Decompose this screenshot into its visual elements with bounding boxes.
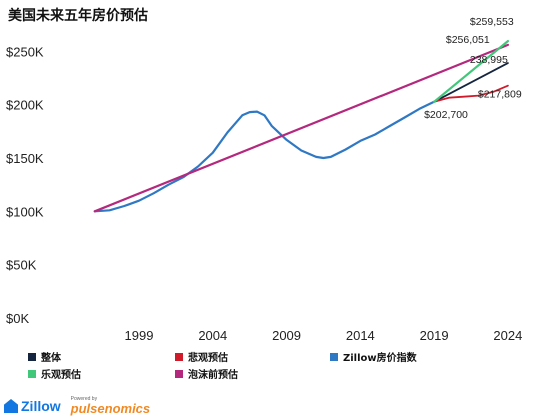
- legend-item-pre-bubble: 泡沫前预估: [175, 366, 238, 381]
- legend-swatch-pessimistic: [175, 352, 183, 361]
- legend-label-optimistic: 乐观预估: [41, 370, 81, 381]
- data-label: 238,995: [470, 54, 508, 66]
- pulsenomics-logo: Powered by pulsenomics: [70, 396, 151, 416]
- x-tick-label: 2009: [272, 328, 301, 343]
- y-tick-label: $50K: [6, 258, 37, 273]
- zillow-house-icon: [4, 399, 18, 413]
- x-tick-label: 2024: [493, 328, 522, 343]
- data-label: $256,051: [446, 34, 490, 46]
- footer-logos: Zillow Powered by pulsenomics: [4, 397, 150, 415]
- x-tick-label: 2019: [420, 328, 449, 343]
- chart-plot: $0K $50K $100K $150K $200K $250K 1999 2004 2009 2…: [6, 16, 522, 343]
- series-line: [93, 100, 436, 213]
- series-line: [93, 43, 509, 213]
- series-line: [433, 39, 509, 103]
- chart-title: 美国未来五年房价预估: [8, 8, 148, 24]
- legend-label-zillow-index: Zillow房价指数: [343, 353, 417, 364]
- y-tick-label: $150K: [6, 151, 44, 166]
- series-line: [433, 84, 509, 103]
- data-label: $259,553: [470, 16, 514, 28]
- legend-item-zillow-index: Zillow房价指数: [330, 349, 417, 364]
- legend-swatch-pre-bubble: [175, 369, 183, 378]
- legend-swatch-overall: [28, 352, 36, 361]
- legend-swatch-optimistic: [28, 369, 36, 378]
- y-tick-label: $200K: [6, 98, 44, 113]
- legend-item-pessimistic: 悲观预估: [175, 349, 228, 364]
- series-line: [433, 62, 509, 103]
- legend-item-overall: 整体: [28, 349, 61, 364]
- legend-label-overall: 整体: [41, 353, 61, 364]
- y-tick-label: $0K: [6, 311, 29, 326]
- x-tick-label: 2004: [198, 328, 227, 343]
- pulsenomics-wordmark: pulsenomics: [70, 401, 151, 416]
- data-label: $202,700: [424, 109, 468, 121]
- x-tick-label: 1999: [125, 328, 154, 343]
- zillow-wordmark: Zillow: [21, 398, 61, 414]
- y-tick-label: $100K: [6, 204, 44, 219]
- legend-swatch-zillow-index: [330, 352, 338, 361]
- legend-label-pre-bubble: 泡沫前预估: [188, 370, 238, 381]
- zillow-logo: Zillow: [4, 398, 61, 414]
- data-label: $217,809: [478, 89, 522, 101]
- x-tick-label: 2014: [346, 328, 375, 343]
- y-tick-label: $250K: [6, 44, 44, 59]
- legend-label-pessimistic: 悲观预估: [188, 353, 228, 364]
- legend-item-optimistic: 乐观预估: [28, 366, 81, 381]
- powered-by-text: Powered by: [70, 396, 98, 402]
